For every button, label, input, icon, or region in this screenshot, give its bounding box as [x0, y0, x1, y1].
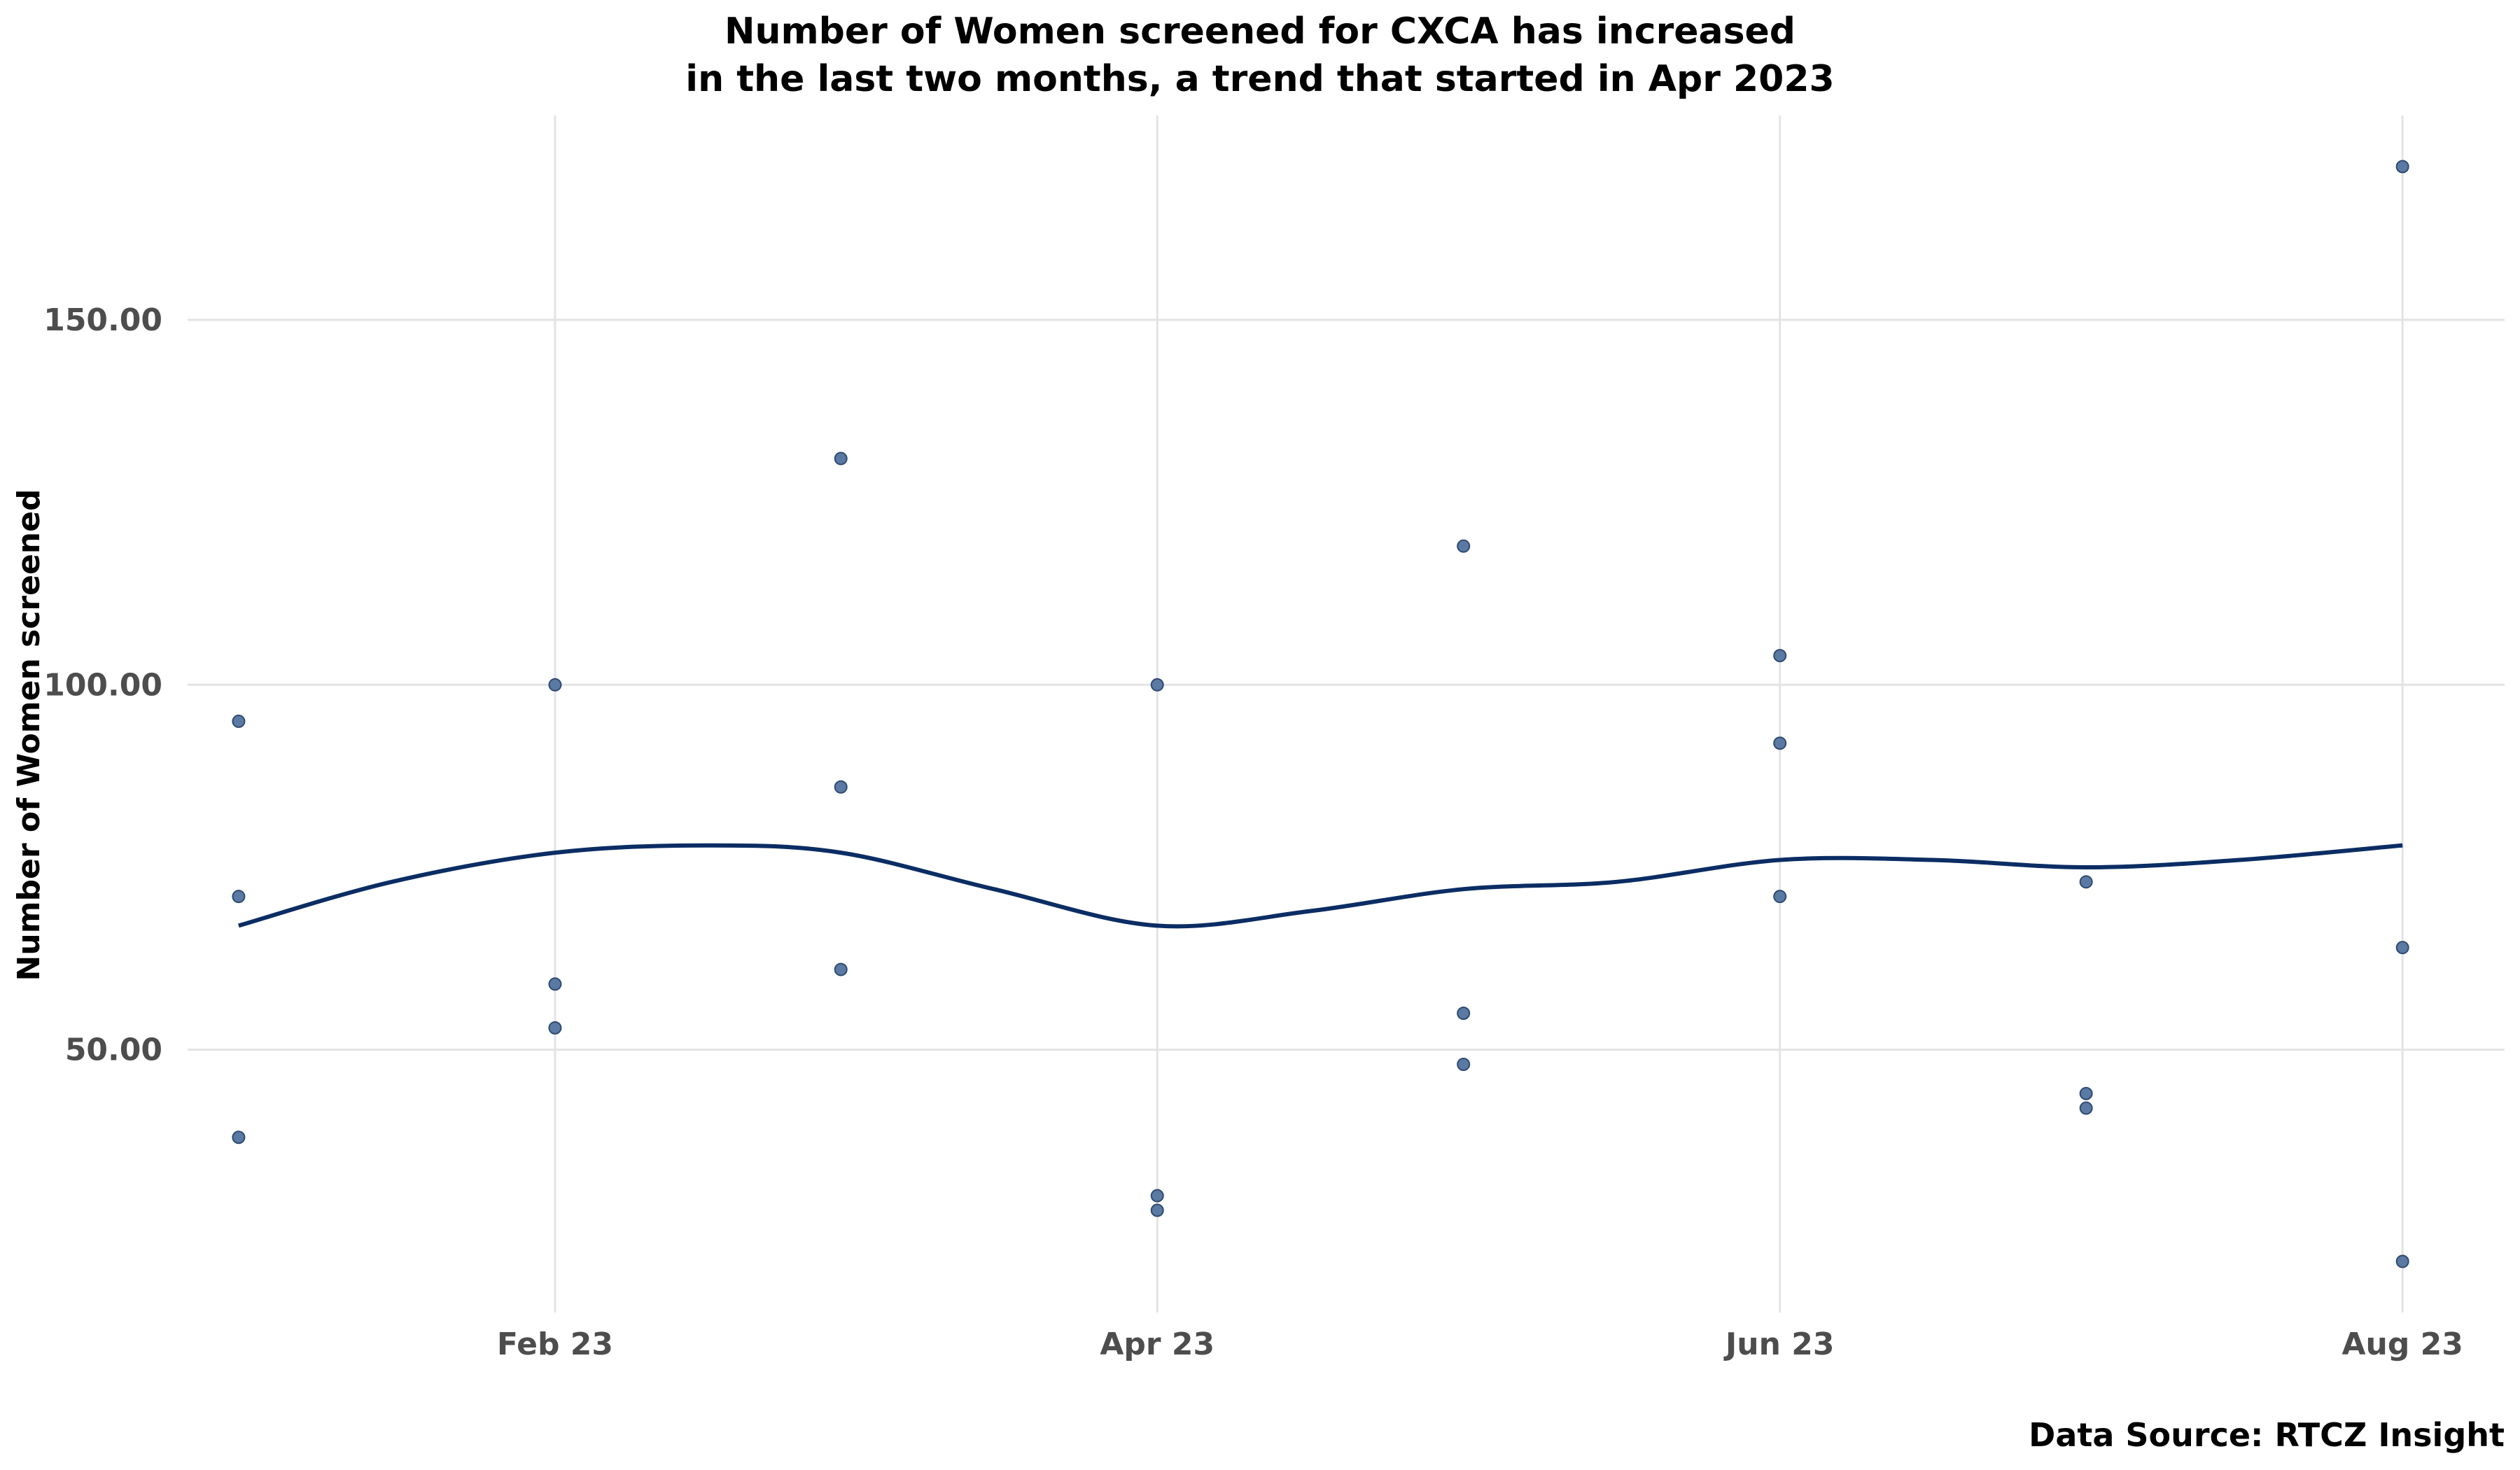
y-axis-title: Number of Women screened — [11, 489, 47, 981]
data-point — [1150, 678, 1164, 692]
chart-subtitle: in the last two months, a trend that sta… — [685, 58, 1834, 100]
data-point — [548, 977, 562, 991]
points-layer — [232, 160, 2409, 1268]
x-tick-label: Feb 23 — [497, 1326, 613, 1362]
y-tick-label: 150.00 — [43, 302, 162, 338]
data-point — [232, 714, 246, 728]
data-point — [834, 962, 848, 976]
data-point — [1457, 539, 1471, 553]
data-point — [1457, 1007, 1471, 1020]
data-point — [1773, 649, 1787, 663]
y-tick-label: 50.00 — [65, 1032, 162, 1068]
data-point — [1773, 736, 1787, 750]
y-axis: 50.00 100.00 150.00 — [43, 302, 162, 1068]
data-point — [548, 678, 562, 692]
grid — [188, 115, 2505, 1312]
x-axis: Feb 23 Apr 23 Jun 23 Aug 23 — [497, 1326, 2463, 1362]
data-point — [2395, 941, 2409, 955]
data-point — [834, 451, 848, 465]
data-point — [2395, 1254, 2409, 1268]
chart-title: Number of Women screened for CXCA has in… — [724, 10, 1795, 52]
data-point — [548, 1021, 562, 1035]
x-tick-label: Apr 23 — [1100, 1326, 1214, 1362]
data-source-caption: Data Source: RTCZ Insight — [2029, 1416, 2505, 1454]
data-point — [1773, 890, 1787, 904]
data-point — [834, 780, 848, 794]
data-point — [2395, 160, 2409, 174]
x-tick-label: Aug 23 — [2342, 1326, 2463, 1362]
x-tick-label: Jun 23 — [1723, 1326, 1835, 1362]
data-point — [1150, 1189, 1164, 1203]
data-point — [2079, 875, 2093, 889]
y-tick-label: 100.00 — [43, 667, 162, 703]
data-point — [232, 890, 246, 904]
trend-line — [238, 843, 2403, 929]
trend-layer — [238, 843, 2403, 929]
data-point — [1457, 1057, 1471, 1071]
data-point — [232, 1130, 246, 1144]
data-point — [1150, 1203, 1164, 1217]
data-point — [2079, 1086, 2093, 1100]
data-point — [2079, 1101, 2093, 1115]
